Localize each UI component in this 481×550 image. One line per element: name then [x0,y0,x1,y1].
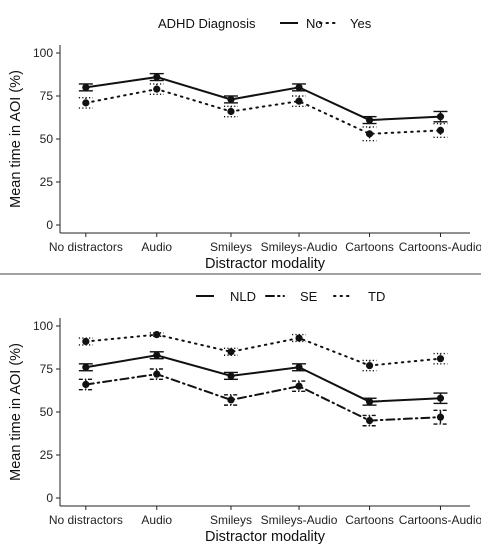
data-point [82,363,90,371]
x-tick-label-smileys-audio: Smileys-Audio [261,513,338,527]
series-nld [78,351,448,406]
x-tick-label-cartoons-audio: Cartoons-Audio [399,240,481,254]
x-tick-label-no-distractors: No distractors [49,240,123,254]
series-line-td [84,333,442,367]
data-point [153,370,161,378]
legend-label-td: TD [368,289,385,304]
series-yes [78,83,448,142]
x-tick-label-cartoons-audio: Cartoons-Audio [399,513,481,527]
data-point [436,413,445,421]
series-no [78,72,448,125]
x-tick-label-smileys-audio: Smileys-Audio [261,240,338,254]
data-point [436,355,445,363]
data-point [153,85,161,93]
data-point [365,116,374,124]
y-tick-label: 100 [33,46,53,60]
data-point [295,363,303,371]
data-point [227,348,235,356]
error-bar [149,83,164,95]
y-tick-label: 25 [40,448,54,462]
x-tick-label-smileys: Smileys [210,240,252,254]
series-se [78,368,448,427]
series-line-no [85,76,441,122]
y-tick-label: 0 [46,218,53,232]
x-tick-label-cartoons: Cartoons [345,240,394,254]
y-tick-label: 100 [33,319,53,333]
series-line-nld [85,354,441,403]
x-tick-label-smileys: Smileys [210,513,252,527]
data-point [295,382,303,390]
data-point [436,126,445,134]
x-tick-label-audio: Audio [141,240,172,254]
x-tick-label-no-distractors: No distractors [49,513,123,527]
data-point [82,337,90,346]
y-axis-title: Mean time in AOI (%) [8,343,24,481]
y-tick-label: 25 [40,175,54,189]
data-point [295,83,303,91]
data-point [365,417,374,425]
data-point [365,130,374,138]
series-line-se [84,373,442,422]
legend-label-yes: Yes [350,16,372,31]
data-point [153,73,161,81]
data-point [365,398,374,406]
data-point [227,396,235,404]
data-point [82,380,90,389]
x-axis-title: Distractor modality [205,256,326,272]
data-point [153,331,161,339]
legend-title: ADHD Diagnosis [158,16,256,31]
y-tick-label: 0 [46,491,53,505]
legend-label-no: No [306,16,323,31]
legend-label-se: SE [300,289,318,304]
data-point [365,361,374,370]
data-point [227,372,235,380]
data-point [153,351,161,359]
x-axis-title: Distractor modality [205,529,326,545]
x-tick-label-cartoons: Cartoons [345,513,394,527]
data-point [82,83,90,91]
data-point [227,107,235,116]
error-bar [362,359,377,372]
error-bar [223,105,238,118]
y-tick-label: 50 [40,405,54,419]
x-tick-label-audio: Audio [141,513,172,527]
data-point [295,97,303,105]
y-axis-title: Mean time in AOI (%) [8,70,24,208]
data-point [436,113,445,121]
data-point [82,99,90,107]
error-bar [78,97,93,109]
data-point [436,394,445,402]
data-point [295,334,303,342]
series-line-yes [84,88,442,135]
y-tick-label: 75 [40,89,54,103]
y-tick-label: 75 [40,362,54,376]
series-td [78,331,448,372]
legend-label-nld: NLD [230,289,256,304]
data-point [227,95,235,104]
error-bar [292,95,307,108]
error-bar [433,352,448,365]
y-tick-label: 50 [40,132,54,146]
panel-adhd-diagnosis: 0 25 50 75 100 No distractors Audio Smileys Smil… [8,16,481,272]
panel-group: 0 25 50 75 100 No distractors Audio Smileys Smil… [8,289,481,545]
